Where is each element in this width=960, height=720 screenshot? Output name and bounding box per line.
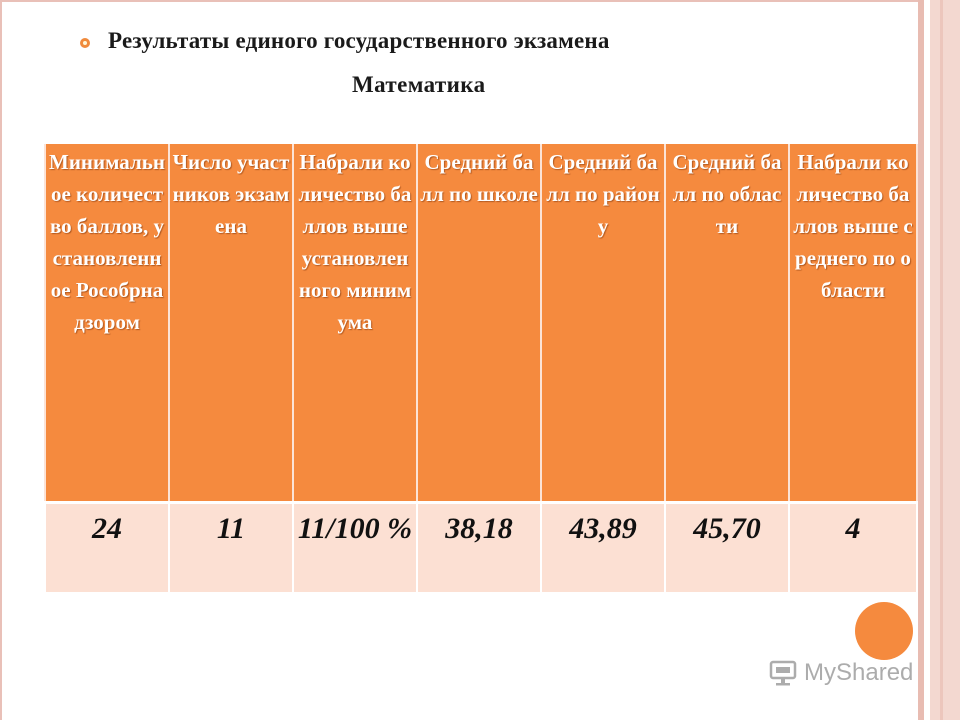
decor-stripe [918,0,924,720]
decor-circle [855,602,913,660]
cell-school-average: 38,18 [416,500,542,592]
cell-above-minimum: 11/100 % [292,500,418,592]
myshared-logo-icon [769,660,797,686]
slide-frame-top [0,0,920,2]
decor-stripe [940,0,943,720]
cell-min-score: 24 [44,500,170,592]
slide-title: Результаты единого государственного экза… [108,28,610,53]
cell-above-region-average: 4 [788,500,918,592]
header-above-region-average: Набрали количество баллов выше среднего … [788,144,918,502]
slide-subtitle: Математика [352,72,486,97]
header-district-average: Средний балл по району [540,144,666,502]
bullet-icon [80,38,90,48]
results-table: Минимальное количество баллов, установле… [44,144,918,592]
table-header-row: Минимальное количество баллов, установле… [44,144,918,502]
header-region-average: Средний балл по области [664,144,790,502]
cell-participants: 11 [168,500,294,592]
header-above-minimum: Набрали количество баллов выше установле… [292,144,418,502]
header-participants: Число участников экзамена [168,144,294,502]
slide-frame-left [0,0,2,720]
cell-region-average: 45,70 [664,500,790,592]
header-min-score: Минимальное количество баллов, установле… [44,144,170,502]
watermark: MyShared [768,658,913,688]
header-school-average: Средний балл по школе [416,144,542,502]
decor-stripe [930,0,960,720]
cell-district-average: 43,89 [540,500,666,592]
table-row: 24 11 11/100 % 38,18 43,89 45,70 4 [44,500,918,592]
watermark-text: MyShared [804,659,914,686]
